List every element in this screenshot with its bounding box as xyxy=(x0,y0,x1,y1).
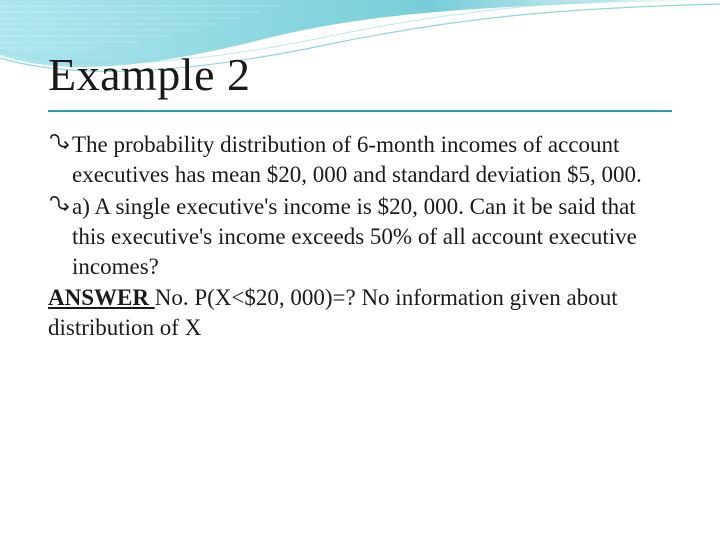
answer-line: ANSWER No. P(X<$20, 000)=? No informatio… xyxy=(48,283,672,343)
slide-title: Example 2 xyxy=(48,48,251,101)
bullet-text: The probability distribution of 6-month … xyxy=(72,130,672,190)
curl-bullet-icon xyxy=(48,194,72,224)
slide-body: The probability distribution of 6-month … xyxy=(48,130,672,343)
curl-bullet-icon xyxy=(48,132,72,162)
bullet-item: The probability distribution of 6-month … xyxy=(48,130,672,190)
answer-label: ANSWER xyxy=(48,285,155,310)
slide: Example 2 The probability distribution o… xyxy=(0,0,720,540)
bullet-text: a) A single executive's income is $20, 0… xyxy=(72,192,672,282)
bullet-item: a) A single executive's income is $20, 0… xyxy=(48,192,672,282)
title-underline xyxy=(48,110,672,112)
